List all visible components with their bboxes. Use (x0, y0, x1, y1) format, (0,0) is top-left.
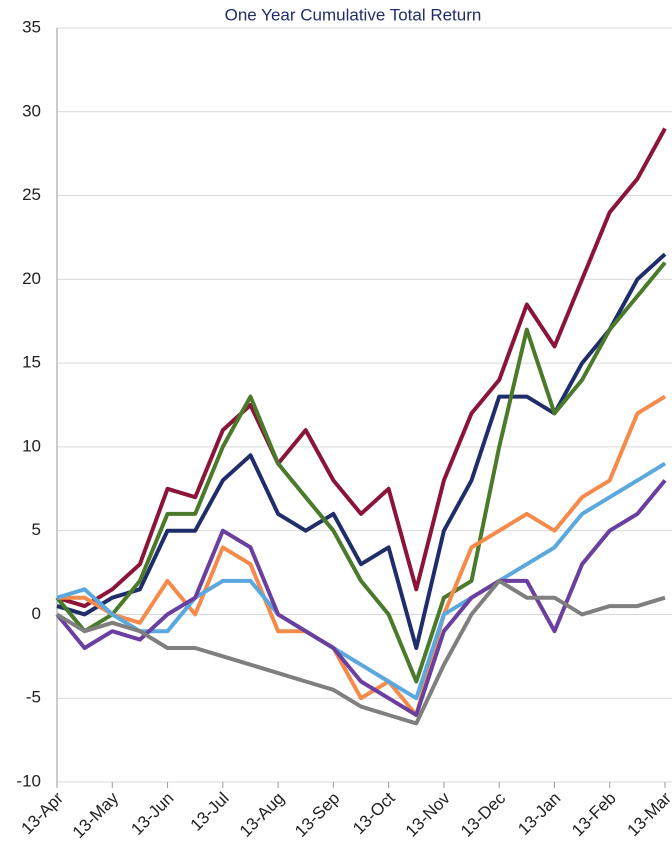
x-tick-label: 13-Oct (349, 788, 399, 838)
x-tick-label: 13-Jul (187, 789, 233, 835)
y-tick-label: 25 (22, 185, 41, 204)
y-tick-label: -10 (16, 771, 41, 790)
y-tick-label: 35 (22, 17, 41, 36)
series-line (56, 252, 667, 650)
y-tick-label: 10 (22, 436, 41, 455)
series-line (56, 127, 667, 609)
series-line (55, 479, 667, 717)
x-tick-label: 13-Apr (17, 788, 67, 838)
chart-title: One Year Cumulative Total Return (225, 5, 482, 24)
series-line (55, 578, 666, 726)
x-tick-label: 13-Jan (514, 789, 564, 839)
y-tick-label: 30 (22, 101, 41, 120)
x-tick-label: 13-Dec (457, 788, 510, 841)
y-tick-label: -5 (26, 688, 41, 707)
y-tick-label: 5 (32, 520, 41, 539)
x-tick-label: 13-Feb (568, 789, 620, 841)
series-line (56, 461, 667, 701)
y-tick-label: 0 (32, 604, 41, 623)
series-line (55, 261, 667, 684)
x-tick-label: 13-Sep (291, 789, 343, 841)
x-tick-label: 13-Jun (127, 789, 177, 839)
series-line (57, 394, 667, 717)
x-tick-label: 13-Mar (623, 788, 672, 840)
y-tick-label: 15 (22, 353, 41, 372)
x-tick-label: 13-Nov (402, 788, 455, 841)
y-tick-label: 20 (22, 269, 41, 288)
x-tick-label: 13-May (69, 788, 123, 842)
x-tick-label: 13-Aug (236, 789, 288, 841)
